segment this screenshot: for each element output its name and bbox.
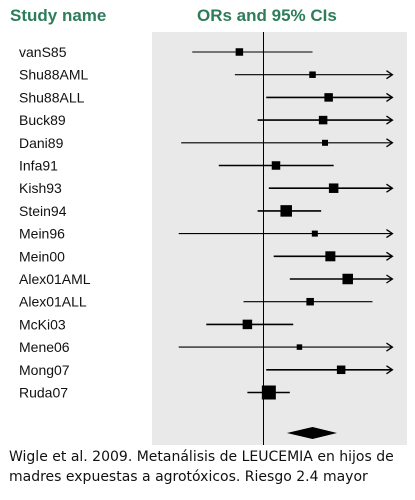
ci-arrow bbox=[386, 365, 394, 375]
ci-arrow bbox=[386, 92, 394, 102]
ci-arrow bbox=[386, 183, 394, 193]
study-label: Mene06 bbox=[19, 339, 70, 355]
or-point bbox=[309, 71, 316, 78]
ors-ci-header: ORs and 95% CIs bbox=[197, 6, 337, 25]
study-label: Alex01AML bbox=[19, 271, 91, 287]
ci-arrow bbox=[386, 138, 394, 148]
or-point bbox=[261, 385, 276, 400]
study-label: vanS85 bbox=[19, 44, 67, 60]
study-marks bbox=[178, 48, 394, 400]
or-point bbox=[271, 161, 281, 170]
or-point bbox=[296, 344, 303, 350]
or-point bbox=[318, 115, 328, 125]
or-point bbox=[322, 139, 329, 146]
study-label: Mein00 bbox=[19, 248, 65, 264]
study-label: Mong07 bbox=[19, 362, 70, 378]
or-point bbox=[325, 251, 336, 262]
study-label: Buck89 bbox=[19, 112, 66, 128]
study-label: McKi03 bbox=[19, 316, 66, 332]
or-point bbox=[324, 93, 333, 102]
ci-arrow bbox=[386, 229, 394, 239]
study-label: Infa91 bbox=[19, 158, 58, 174]
ci-arrow bbox=[386, 251, 394, 261]
ci-arrow bbox=[386, 274, 394, 284]
study-labels: vanS85 Shu88AML Shu88ALL Buck89 Dani89 Infa91… bbox=[19, 44, 91, 401]
study-label: Stein94 bbox=[19, 203, 67, 219]
ci-arrow bbox=[386, 342, 394, 352]
study-label: Mein96 bbox=[19, 226, 65, 242]
ci-arrow bbox=[386, 70, 394, 80]
or-point bbox=[311, 230, 318, 237]
summary-diamond bbox=[286, 427, 338, 439]
or-point bbox=[242, 319, 253, 330]
study-label: Kish93 bbox=[19, 180, 62, 196]
study-label: Shu88AML bbox=[19, 67, 88, 83]
study-name-header: Study name bbox=[10, 6, 107, 25]
or-point bbox=[336, 365, 346, 375]
study-label: Dani89 bbox=[19, 135, 64, 151]
or-point bbox=[342, 273, 353, 285]
study-label: Shu88ALL bbox=[19, 89, 85, 105]
caption-line-2: madres expuestas a agrotóxicos. Riesgo 2… bbox=[9, 469, 368, 485]
or-point bbox=[280, 205, 292, 217]
caption-line-1: Wigle et al. 2009. Metanálisis de LEUCEM… bbox=[9, 449, 394, 465]
plot-panel bbox=[152, 32, 407, 445]
study-label: Alex01ALL bbox=[19, 294, 87, 310]
or-point bbox=[235, 48, 244, 56]
ci-arrow bbox=[386, 115, 394, 125]
or-point bbox=[306, 297, 314, 306]
or-point bbox=[328, 183, 339, 193]
study-label: Ruda07 bbox=[19, 385, 68, 401]
